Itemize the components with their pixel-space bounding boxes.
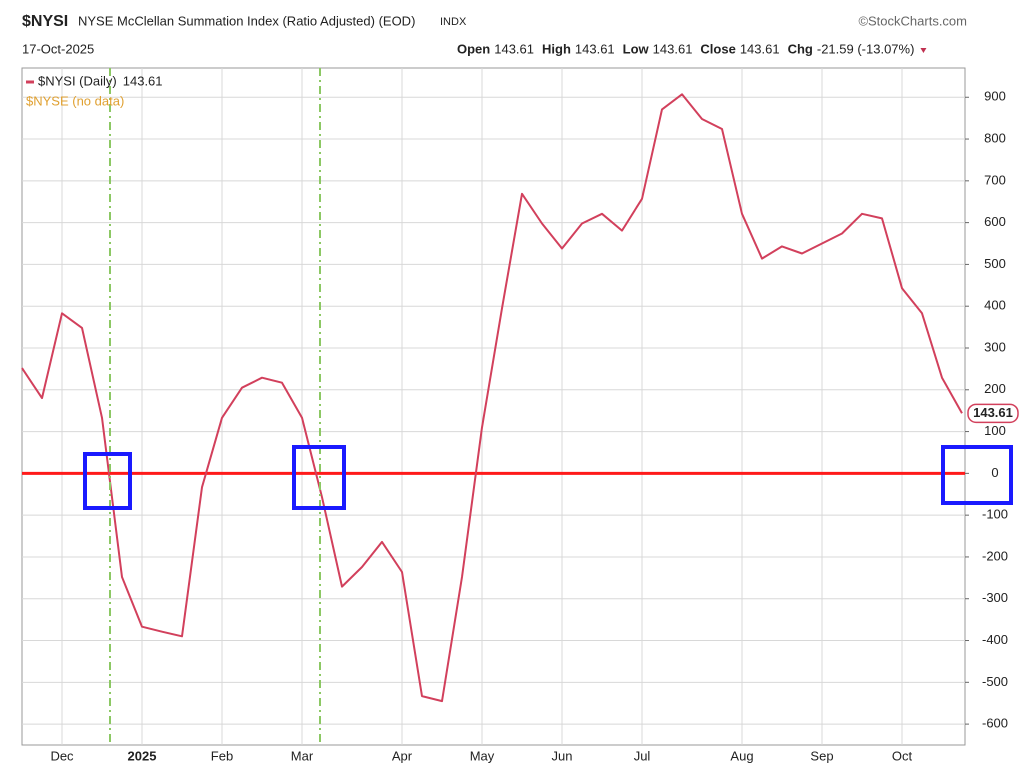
y-tick-label: -100 <box>982 507 1008 522</box>
y-tick-label: 500 <box>984 256 1006 271</box>
plot <box>21 68 969 745</box>
series-line <box>21 93 963 703</box>
quote-label: Open <box>457 41 490 56</box>
quote-label: Low <box>623 41 650 56</box>
down-arrow <box>920 48 927 53</box>
quote-value: 143.61 <box>653 41 693 56</box>
y-tick-label: 300 <box>984 339 1006 354</box>
legend-value: 143.61 <box>123 73 163 88</box>
last-value-label: 143.61 <box>973 405 1013 420</box>
plot-frame <box>21 67 966 746</box>
y-tick-label: 700 <box>984 172 1006 187</box>
quote: Open 143.61 High 143.61 Low 143.61 Close 143.61… <box>457 41 927 56</box>
date: 17-Oct-2025 <box>22 41 94 56</box>
highlight-box <box>83 452 132 510</box>
y-tick-label: -600 <box>982 716 1008 731</box>
y-tick-label: 100 <box>984 423 1006 438</box>
y-tick-label: 600 <box>984 214 1006 229</box>
highlight-box <box>941 445 1013 505</box>
quote-label: Close <box>700 41 735 56</box>
x-tick-label: Feb <box>211 748 233 763</box>
quote-value: 143.61 <box>494 41 534 56</box>
y-tick-label: 0 <box>991 465 998 480</box>
exchange: INDX <box>440 16 467 28</box>
x-tick-label: Oct <box>892 748 913 763</box>
y-tick-label: -200 <box>982 548 1008 563</box>
source: ©StockCharts.com <box>858 13 967 28</box>
quote-label: High <box>542 41 571 56</box>
quote-label: Chg <box>788 41 813 56</box>
legend-label: $NYSE (no data) <box>26 93 124 108</box>
quote-value: 143.61 <box>740 41 780 56</box>
x-tick-label: Mar <box>291 748 314 763</box>
y-tick-label: -300 <box>982 590 1008 605</box>
x-tick-label: Dec <box>50 748 74 763</box>
y-tick-label: 900 <box>984 89 1006 104</box>
legend-label: $NYSI (Daily) <box>38 73 117 88</box>
chart-title: NYSE McClellan Summation Index (Ratio Ad… <box>78 13 415 28</box>
x-tick-label: Apr <box>392 748 413 763</box>
symbol: $NYSI <box>22 13 68 30</box>
highlight-box <box>292 445 346 510</box>
last-value-tag <box>967 403 1019 424</box>
x-tick-label: May <box>470 748 495 763</box>
x-tick-label: Jul <box>634 748 651 763</box>
y-tick-label: 800 <box>984 130 1006 145</box>
y-tick-label: -500 <box>982 674 1008 689</box>
x-tick-label: Aug <box>730 748 753 763</box>
y-tick-label: 200 <box>984 381 1006 396</box>
y-tick-label: -400 <box>982 632 1008 647</box>
x-tick-label: 2025 <box>128 748 157 763</box>
x-tick-label: Sep <box>810 748 833 763</box>
quote-value: -21.59 (-13.07%) <box>817 41 915 56</box>
x-tick-label: Jun <box>552 748 573 763</box>
y-tick-label: 400 <box>984 298 1006 313</box>
quote-value: 143.61 <box>575 41 615 56</box>
